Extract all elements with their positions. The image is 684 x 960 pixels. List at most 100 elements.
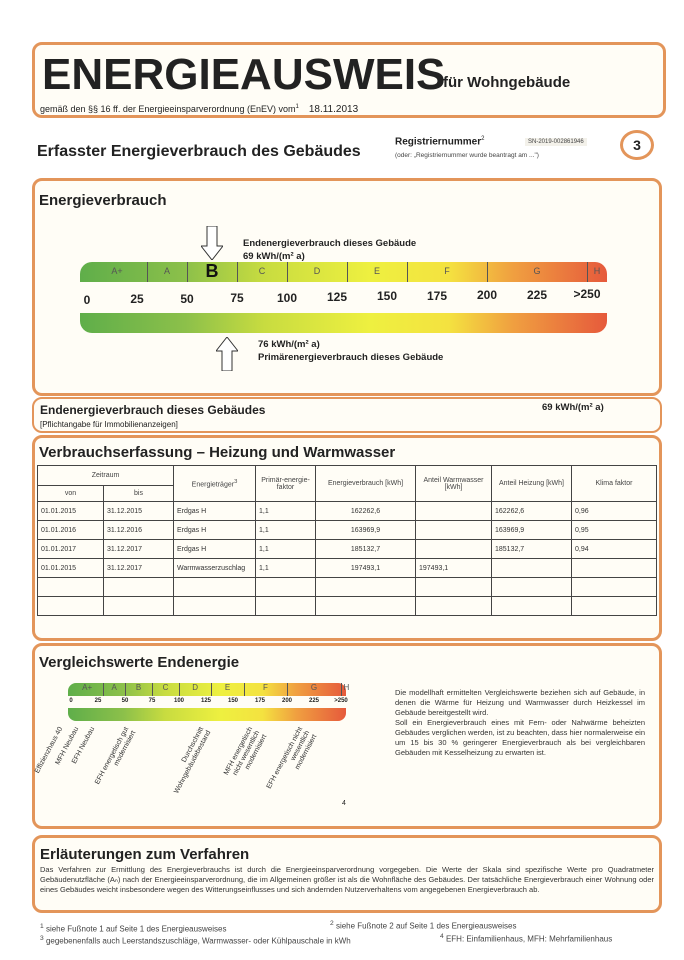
tick-label: 100: [276, 290, 298, 305]
summary-note: [Pflichtangabe für Immobilienanzeigen]: [40, 420, 178, 429]
comparison-tick: 50: [121, 698, 129, 704]
class-label-H: H: [593, 266, 601, 276]
table-cell: 31.12.2015: [103, 501, 174, 521]
header-to: bis: [103, 485, 174, 502]
comparison-tick: 225: [308, 698, 320, 704]
class-divider: [237, 262, 238, 282]
header-usage: Energieverbrauch [kWh]: [315, 465, 416, 502]
class-label-A+: A+: [111, 266, 123, 276]
page-heading: Erfasster Energieverbrauch des Gebäudes: [37, 143, 361, 160]
table-row: 01.01.2015 31.12.2017 Warmwasserzuschlag 1,…: [37, 558, 657, 578]
footnote-ref: 1: [295, 104, 299, 110]
table-row: [37, 577, 657, 597]
table-cell: 162262,6: [315, 501, 416, 521]
class-divider: [287, 262, 288, 282]
page-number-badge: 3: [620, 130, 654, 160]
table-cell: [103, 577, 174, 597]
table-cell: [571, 596, 657, 616]
end-energy-value: 69 kWh/(m² a): [243, 251, 305, 262]
tick-label: 25: [130, 292, 144, 307]
footnote-1: 1 siehe Fußnote 1 auf Seite 1 des Energi…: [40, 923, 227, 934]
tick-label: 175: [426, 288, 448, 303]
table-cell: [173, 596, 256, 616]
footnote-3: 3 gegebenenfalls auch Leerstandszuschläg…: [40, 935, 351, 946]
comparison-text-1: Die modellhaft ermittelten Vergleichswer…: [395, 688, 645, 717]
table-cell: 197493,1: [415, 558, 492, 578]
class-divider: [407, 262, 408, 282]
table-row: 01.01.2017 31.12.2017 Erdgas H 1,1 185132,7 1…: [37, 539, 657, 559]
comparison-class-D: D: [192, 683, 199, 692]
header-climate: Klima faktor: [571, 465, 657, 502]
table-cell: [255, 596, 316, 616]
table-cell: 197493,1: [315, 558, 416, 578]
table-cell: [315, 577, 416, 597]
table-cell: 31.12.2017: [103, 539, 174, 559]
table-cell: [415, 539, 492, 559]
class-divider: [152, 683, 153, 696]
comparison-tick: 75: [148, 698, 156, 704]
footnote-mark: 4: [342, 800, 346, 807]
footnote-4: 4 EFH: Einfamilienhaus, MFH: Mehrfamilie…: [440, 933, 613, 944]
gradient-bar: [80, 313, 607, 333]
class-label-C: C: [258, 266, 266, 276]
comparison-class-A+: A+: [82, 683, 93, 692]
table-cell: 31.12.2017: [103, 558, 174, 578]
table-row: 01.01.2015 31.12.2015 Erdgas H 1,1 162262,6 1…: [37, 501, 657, 521]
class-label-F: F: [444, 266, 450, 276]
registration-number: SN-2019-002861946: [525, 138, 587, 146]
subtitle: gemäß den §§ 16 ff. der Energieeinsparve…: [40, 104, 358, 115]
class-label-E: E: [373, 266, 381, 276]
comparison-tick: 175: [254, 698, 266, 704]
table-row: 01.01.2016 31.12.2016 Erdgas H 1,1 163969,9 1…: [37, 520, 657, 540]
table-cell: Warmwasserzuschlag: [173, 558, 256, 578]
class-divider: [103, 683, 105, 696]
table-cell: [37, 596, 104, 616]
header-ww: Anteil Warmwasser [kWh]: [415, 465, 492, 502]
class-label-B: B: [205, 261, 219, 281]
comparison-class-A: A: [111, 683, 117, 692]
tick-label: 225: [526, 287, 548, 302]
table-cell: 163969,9: [491, 520, 572, 540]
table-cell: [37, 577, 104, 597]
header-period: Zeitraum: [37, 465, 174, 486]
comparison-tick: 100: [173, 698, 185, 704]
class-bar: [80, 262, 607, 282]
comparison-box: [32, 643, 662, 829]
primary-energy-value: 76 kWh/(m² a): [258, 339, 320, 350]
comparison-text: Die modellhaft ermittelten Vergleichswer…: [395, 688, 645, 758]
table-cell: [103, 596, 174, 616]
table-cell: 162262,6: [491, 501, 572, 521]
reg-label-text: Registriernummer: [395, 136, 482, 148]
table-cell: 0,96: [571, 501, 657, 521]
table-cell: 1,1: [255, 520, 316, 540]
header-box: [32, 42, 666, 118]
tick-label: 150: [376, 289, 398, 304]
consumption-table: Zeitraum Energieträger3 Primär-energie-f…: [37, 465, 657, 616]
comparison-gradient-bar: [68, 708, 346, 721]
summary-label: Endenergieverbrauch dieses Gebäudes: [40, 403, 266, 417]
comparison-tick: 25: [94, 698, 102, 704]
end-energy-label: Endenergieverbrauch dieses Gebäude: [243, 238, 417, 249]
class-divider: [487, 262, 488, 282]
comparison-text-2: Soll ein Energieverbrauch eines mit Fern…: [395, 718, 645, 757]
summary-box: [32, 397, 662, 433]
header-from: von: [37, 485, 104, 502]
header-pef: Primär-energie-faktor: [255, 465, 316, 502]
comparison-tick: 150: [227, 698, 239, 704]
comparison-tick: 125: [200, 698, 212, 704]
table-cell: [415, 501, 492, 521]
table-cell: 1,1: [255, 558, 316, 578]
table-cell: 1,1: [255, 501, 316, 521]
table-cell: Erdgas H: [173, 520, 256, 540]
table-cell: 01.01.2016: [37, 520, 104, 540]
table-cell: 1,1: [255, 539, 316, 559]
tick-label: 0: [83, 293, 91, 307]
class-label-G: G: [533, 266, 541, 276]
table-cell: 185132,7: [491, 539, 572, 559]
comparison-class-G: G: [310, 683, 318, 692]
class-divider: [147, 262, 148, 282]
tick-label: 200: [476, 288, 498, 303]
comparison-title: Vergleichswerte Endenergie: [39, 654, 240, 671]
comparison-tick: >250: [334, 698, 348, 704]
table-cell: [173, 577, 256, 597]
